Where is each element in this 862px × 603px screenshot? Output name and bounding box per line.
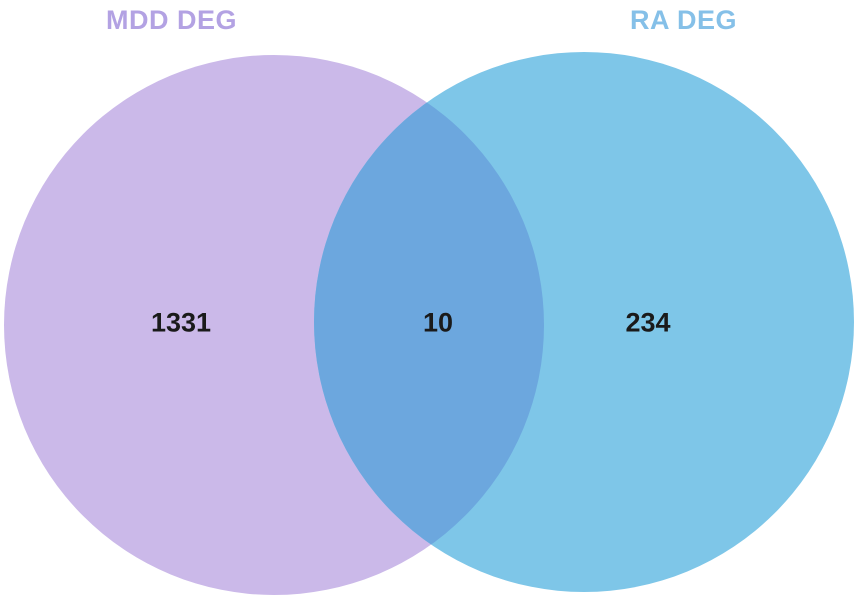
overlap-region [314,55,544,592]
ra-unique-count: 234 [625,307,671,338]
ra-set-label: RA DEG [630,5,738,35]
mdd-unique-count: 1331 [150,307,212,338]
mdd-set-label: MDD DEG [106,5,237,35]
overlap-count: 10 [422,307,454,338]
